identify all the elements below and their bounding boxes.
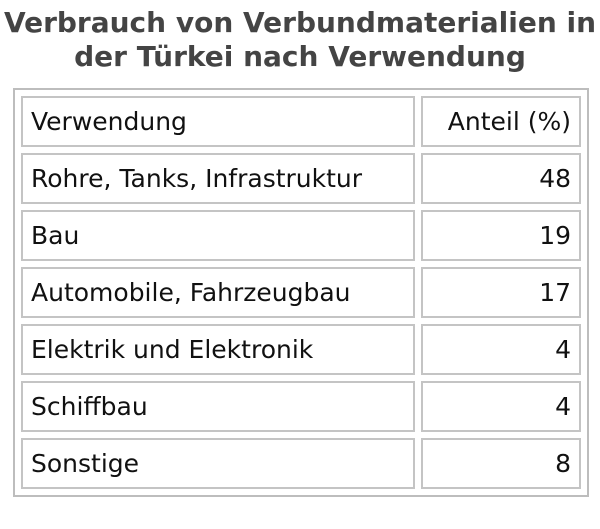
row-value: 4 <box>421 324 581 375</box>
title-line-2: der Türkei nach Verwendung <box>74 40 526 73</box>
column-header-verwendung: Verwendung <box>21 96 415 147</box>
table-row: Rohre, Tanks, Infrastruktur 48 <box>21 153 581 204</box>
row-value: 8 <box>421 438 581 489</box>
table-row: Schiffbau 4 <box>21 381 581 432</box>
row-category: Sonstige <box>21 438 415 489</box>
row-value: 19 <box>421 210 581 261</box>
table-header-row: Verwendung Anteil (%) <box>21 96 581 147</box>
title-line-1: Verbrauch von Verbundmaterialien in <box>3 6 597 39</box>
row-category: Elektrik und Elektronik <box>21 324 415 375</box>
table-row: Elektrik und Elektronik 4 <box>21 324 581 375</box>
chart-title: Verbrauch von Verbundmaterialien in der … <box>0 0 600 74</box>
row-category: Schiffbau <box>21 381 415 432</box>
table-row: Automobile, Fahrzeugbau 17 <box>21 267 581 318</box>
column-header-anteil: Anteil (%) <box>421 96 581 147</box>
row-category: Rohre, Tanks, Infrastruktur <box>21 153 415 204</box>
table-row: Bau 19 <box>21 210 581 261</box>
row-value: 4 <box>421 381 581 432</box>
data-table: Verwendung Anteil (%) Rohre, Tanks, Infr… <box>13 88 589 497</box>
table-row: Sonstige 8 <box>21 438 581 489</box>
row-category: Bau <box>21 210 415 261</box>
data-table-wrapper: Verwendung Anteil (%) Rohre, Tanks, Infr… <box>13 88 589 497</box>
row-category: Automobile, Fahrzeugbau <box>21 267 415 318</box>
row-value: 17 <box>421 267 581 318</box>
row-value: 48 <box>421 153 581 204</box>
